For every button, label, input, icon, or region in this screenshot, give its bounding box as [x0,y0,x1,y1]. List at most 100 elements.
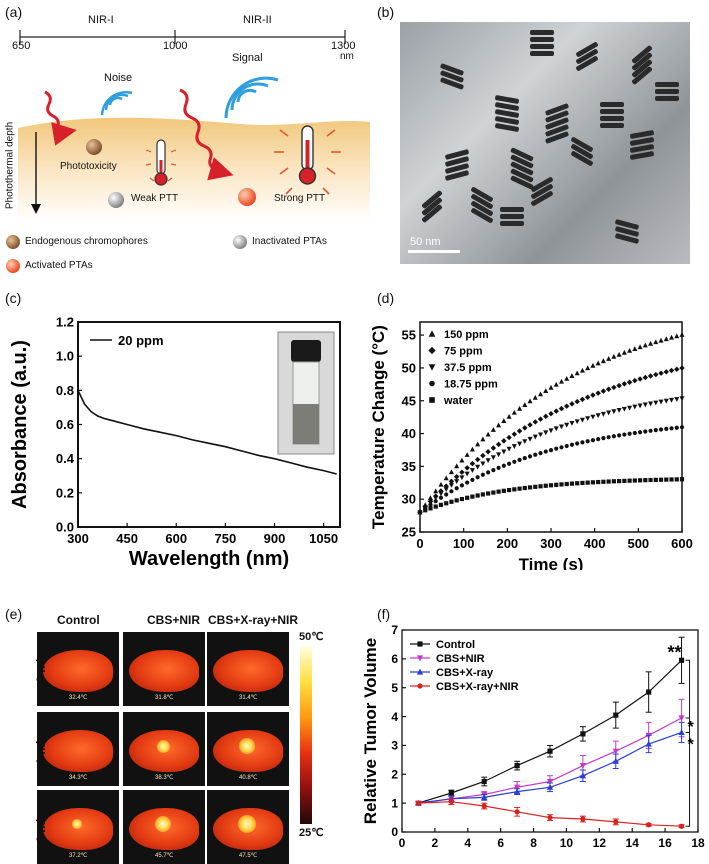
data-point [485,458,491,464]
data-point [646,689,652,695]
y-axis-label: Temperature Change (°C) [369,325,388,529]
data-point [564,422,570,428]
data-point [637,430,643,435]
data-point [632,377,638,384]
data-point [611,434,616,439]
data-point [464,465,470,471]
data-point [558,378,564,384]
legend-endogenous-icon [6,235,20,249]
series-line [418,801,682,827]
strong-ptt-label: Strong PTT [274,193,326,204]
data-point [612,757,619,764]
absorbance-line [77,389,337,475]
data-point [543,388,549,393]
data-point [648,477,653,483]
legend-marker [429,380,435,387]
thermal-mouse-image: 32.4℃ [37,632,119,706]
series-37-5-ppm [417,396,685,516]
data-point [626,379,633,385]
y-tick-label: 4 [391,710,398,724]
data-point [637,403,643,409]
legend-activated-label: Activated PTAs [25,260,93,271]
data-point [501,449,507,455]
data-point [590,414,596,420]
data-point [464,452,470,457]
data-point [543,449,548,454]
x-tick-label: 0 [416,536,423,551]
y-tick-label: 55 [402,328,416,343]
data-point [579,763,587,770]
y-tick-label: 0 [391,825,398,839]
data-point [558,424,564,430]
data-point [596,479,601,485]
data-point [522,485,527,491]
data-point [475,441,481,447]
data-point [647,373,654,379]
significance-bracket [685,659,691,827]
legend-label: 18.75 ppm [444,379,498,391]
data-point [443,475,449,481]
temperature-readout: 37.2℃ [69,853,88,859]
series-18-75-ppm [417,425,685,515]
data-point [653,400,659,406]
data-point [448,469,454,475]
data-point [517,457,522,463]
data-point [579,396,586,403]
tick-1300: 1300 [331,40,356,52]
data-point [663,369,670,375]
data-point [637,478,643,483]
data-point [527,454,533,459]
significance-marker: ** [668,642,682,662]
data-point [449,489,454,494]
vial-inset-photo [277,331,335,455]
data-point [653,371,659,378]
data-point [645,740,652,747]
data-point [533,484,538,489]
data-point [553,381,559,387]
data-point [558,405,565,412]
nanorod [655,89,679,94]
data-point [653,428,658,433]
data-point [454,479,460,484]
noise-wave-icon [100,91,133,116]
data-point [427,495,433,501]
x-tick-label: 750 [215,531,237,546]
y-tick-label: 6 [391,652,398,666]
y-tick-label: 7 [391,623,398,637]
thermal-mouse-image: 37.2℃ [37,790,119,864]
panel-c-label: (c) [5,290,22,306]
y-tick-label: 45 [402,393,416,408]
data-point [643,478,648,483]
tick-650: 650 [12,40,31,52]
temperature-readout: 34.3℃ [69,775,88,781]
data-point [474,456,481,463]
noise-label: Noise [104,72,133,84]
data-point [480,472,485,477]
data-point [433,495,439,501]
panel-e-label: (e) [5,606,23,622]
temperature-colorbar [300,646,312,824]
legend-inactivated-icon [233,235,247,249]
data-point [653,477,658,482]
data-point [444,492,449,497]
data-point [438,491,444,497]
signal-label: Signal [232,52,263,64]
plot-frame [401,629,699,833]
data-point [481,793,488,800]
data-point [663,398,669,404]
data-point [514,809,520,815]
data-point [548,428,554,434]
thermal-mouse-image: 40.8℃ [207,712,289,786]
data-point [554,482,559,487]
data-point [679,332,685,337]
data-point [469,460,476,467]
region-nir-i: NIR-I [88,14,114,26]
depth-label: Photothermal depth [4,121,16,210]
data-point [627,347,633,353]
data-point [632,404,638,410]
data-point [595,413,601,419]
data-point [469,468,475,473]
data-point [664,477,669,482]
data-point [621,406,627,412]
data-point [590,362,596,368]
